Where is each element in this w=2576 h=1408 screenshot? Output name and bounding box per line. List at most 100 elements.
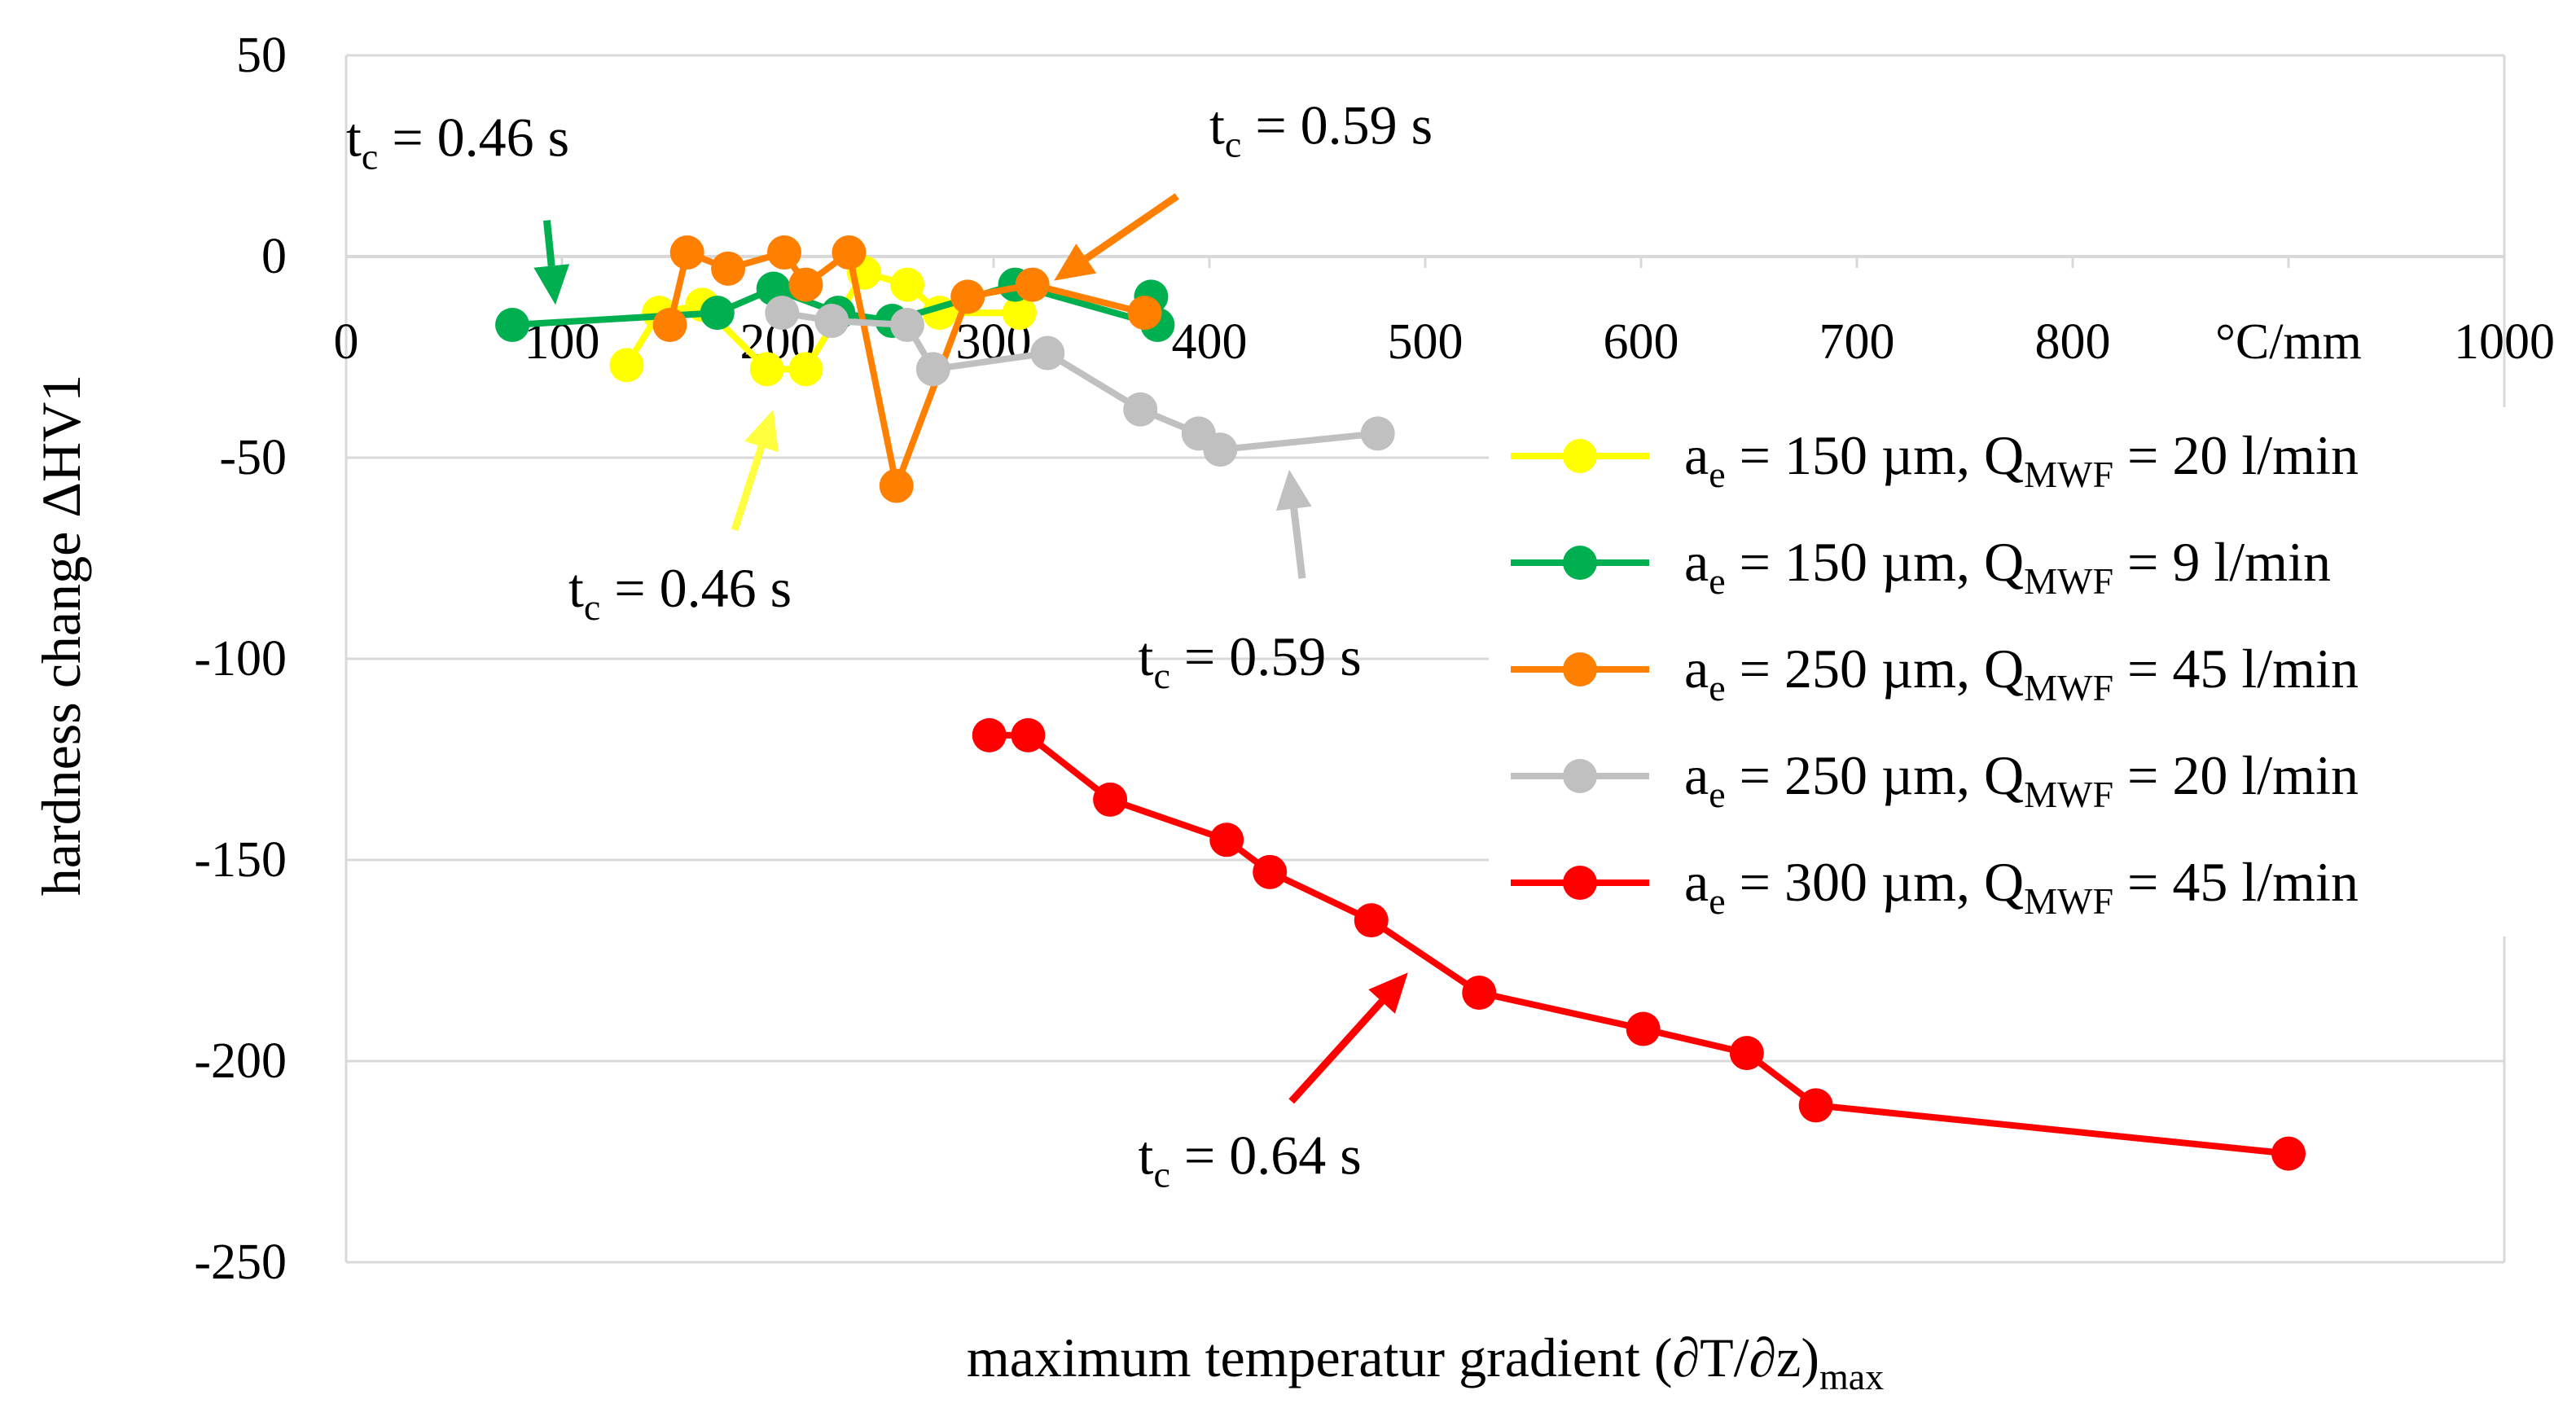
data-point (1002, 296, 1037, 331)
legend-q-sub: MWF (2024, 880, 2113, 922)
annotation-arrow-head (744, 409, 779, 453)
annotation-t: t (346, 107, 362, 169)
x-axis-title-sub: max (1819, 1356, 1884, 1397)
annotation-arrow-head (1054, 243, 1097, 281)
annotation-t: t (1139, 1124, 1154, 1186)
legend-a: a (1684, 424, 1709, 486)
annotation-sub: c (1153, 1153, 1170, 1195)
y-tick-label: -50 (219, 430, 287, 485)
data-point (700, 296, 735, 331)
legend-q-sub: MWF (2024, 560, 2113, 602)
y-tick-label: 50 (236, 28, 287, 83)
series-layer (495, 235, 2306, 1171)
legend-a-sub: e (1709, 560, 1725, 602)
annotation-orange: tc = 0.59 s (1054, 94, 1433, 281)
legend-a-sub: e (1709, 667, 1725, 708)
data-point (1626, 1011, 1661, 1046)
annotation-sub: c (1225, 124, 1241, 165)
data-point (1209, 822, 1244, 858)
y-tick-label: -100 (194, 631, 287, 686)
data-point (1030, 336, 1065, 371)
data-point (1123, 392, 1158, 427)
x-tick-label: 800 (2035, 314, 2111, 370)
series-5 (972, 717, 2306, 1171)
legend-q-sub: MWF (2024, 454, 2113, 495)
data-point (765, 296, 800, 331)
data-point (2271, 1136, 2306, 1171)
legend-swatch-marker (1563, 439, 1597, 473)
annotation-label: tc = 0.59 s (1209, 94, 1433, 165)
legend-label: ae = 250 µm, QMWF = 45 l/min (1684, 638, 2359, 708)
annotation-gray: tc = 0.59 s (1139, 469, 1362, 696)
data-point (890, 307, 924, 342)
legend-mid: = 250 µm, Q (1726, 744, 2025, 806)
legend-a: a (1684, 744, 1709, 806)
data-point (915, 352, 950, 387)
legend-end: = 9 l/min (2113, 531, 2331, 593)
legend-item-5: ae = 300 µm, QMWF = 45 l/min (1511, 851, 2359, 922)
legend-label: ae = 300 µm, QMWF = 45 l/min (1684, 851, 2359, 922)
annotation-label: tc = 0.46 s (346, 107, 569, 178)
legend-a: a (1684, 531, 1709, 593)
legend-a-sub: e (1709, 454, 1725, 495)
data-point (788, 267, 823, 302)
data-point (749, 352, 784, 387)
annotation-green: tc = 0.46 s (346, 107, 569, 305)
series-line (781, 309, 1379, 454)
y-tick-label: -150 (194, 832, 287, 888)
annotation-arrow-shaft (731, 445, 766, 532)
x-tick-label: 500 (1388, 314, 1464, 370)
legend-item-4: ae = 250 µm, QMWF = 20 l/min (1511, 744, 2359, 815)
legend-end: = 45 l/min (2113, 851, 2359, 913)
legend-mid: = 150 µm, Q (1726, 531, 2025, 593)
legend-a-sub: e (1709, 880, 1725, 922)
data-point (1729, 1036, 1764, 1071)
data-point (950, 279, 985, 314)
annotation-value: = 0.59 s (1241, 94, 1433, 156)
annotation-value: = 0.46 s (378, 107, 569, 169)
legend-end: = 45 l/min (2113, 638, 2359, 700)
data-point (669, 235, 704, 270)
legend-label: ae = 150 µm, QMWF = 20 l/min (1684, 424, 2359, 495)
annotation-sub: c (1153, 655, 1170, 696)
x-tick-label: 700 (1819, 314, 1895, 370)
annotation-yellow: tc = 0.46 s (568, 409, 792, 628)
legend-item-2: ae = 150 µm, QMWF = 9 l/min (1511, 531, 2331, 602)
x-tick-label: °C/mm (2215, 314, 2362, 370)
data-point (1093, 782, 1128, 817)
annotation-t: t (1139, 625, 1154, 687)
legend-background (1489, 407, 2547, 936)
annotation-layer: tc = 0.46 s tc = 0.59 stc = 0.46 stc = 0.… (346, 94, 1433, 1195)
annotation-arrow-shaft (1290, 507, 1306, 579)
annotation-arrow-head (1275, 469, 1312, 511)
annotation-arrow-shaft (542, 220, 555, 266)
axis-labels: maximum temperatur gradient (∂T/∂z)max ha… (30, 375, 1884, 1397)
legend-end: = 20 l/min (2113, 744, 2359, 806)
data-point (711, 251, 746, 286)
data-point (766, 235, 801, 270)
annotation-t: t (1209, 94, 1225, 156)
legend-item-3: ae = 250 µm, QMWF = 45 l/min (1511, 638, 2359, 708)
y-axis-title: hardness change ΔHV1 (30, 375, 92, 896)
legend-a: a (1684, 851, 1709, 913)
annotation-t: t (568, 557, 584, 619)
data-point (972, 717, 1007, 752)
data-point (890, 267, 924, 302)
data-point (832, 235, 867, 270)
legend-q-sub: MWF (2024, 774, 2113, 815)
data-point (1360, 416, 1395, 451)
legend-swatch-marker (1563, 759, 1597, 793)
annotation-value: = 0.46 s (600, 557, 792, 619)
data-point (879, 468, 914, 503)
data-point (1015, 267, 1050, 302)
annotation-value: = 0.64 s (1170, 1124, 1362, 1186)
annotation-label: tc = 0.59 s (1139, 625, 1362, 696)
annotation-red: tc = 0.64 s (1139, 972, 1408, 1195)
annotation-value: = 0.59 s (1170, 625, 1362, 687)
x-tick-label: 0 (334, 314, 359, 370)
legend-end: = 20 l/min (2113, 424, 2359, 486)
legend-mid: = 250 µm, Q (1726, 638, 2025, 700)
legend-swatch-marker (1563, 546, 1597, 580)
